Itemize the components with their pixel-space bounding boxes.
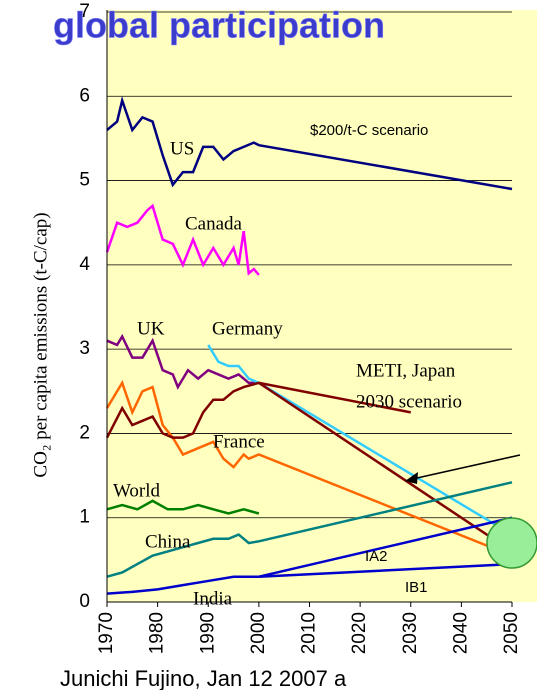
y-tick-label: 5 xyxy=(79,170,90,191)
plot-area xyxy=(107,10,537,602)
chart-title: global participation xyxy=(53,5,385,46)
series-line xyxy=(106,481,513,578)
series-label: Canada xyxy=(185,213,243,234)
x-tick-label: 1980 xyxy=(147,612,168,654)
y-tick-label: 1 xyxy=(79,507,90,528)
x-tick-label: 2020 xyxy=(349,612,370,654)
y-axis-label: CO₂ per capita emissions (t-C/cap) xyxy=(30,212,51,477)
y-tick-label: 2 xyxy=(79,422,90,443)
x-tick-label: 2000 xyxy=(248,612,269,654)
series-line xyxy=(258,562,513,578)
series-label: India xyxy=(193,588,233,609)
series-label: China xyxy=(145,531,191,552)
y-tick-label: 6 xyxy=(79,85,90,106)
series-line xyxy=(105,203,260,276)
x-tick-label: 1990 xyxy=(197,612,218,654)
series-line xyxy=(105,379,513,557)
x-tick-label: 2010 xyxy=(299,612,320,654)
series-line xyxy=(106,499,260,515)
annotation: $200/t-C scenario xyxy=(310,122,428,139)
footer: Junichi Fujino, Jan 12 2007 a xyxy=(60,666,347,690)
annotation: METI, Japan xyxy=(356,360,456,381)
series-label: UK xyxy=(137,318,165,339)
series-line xyxy=(106,333,259,390)
y-tick-label: 0 xyxy=(79,591,90,612)
x-tick-label: 1970 xyxy=(96,612,117,654)
arrow-head xyxy=(405,472,418,484)
x-tick-label: 2050 xyxy=(501,612,522,654)
series-label: IB1 xyxy=(405,579,428,596)
target-circle xyxy=(486,517,537,569)
y-tick-label: 3 xyxy=(79,338,90,359)
series-label: France xyxy=(213,431,265,452)
x-tick-label: 2030 xyxy=(400,612,421,654)
y-tick-label: 7 xyxy=(79,1,90,22)
arrow xyxy=(407,454,521,481)
annotation: 2030 scenario xyxy=(356,391,462,412)
series-label: Germany xyxy=(212,318,283,339)
x-tick-label: 2040 xyxy=(450,612,471,654)
series-line xyxy=(106,96,513,191)
series-label: World xyxy=(113,480,161,501)
series-label: US xyxy=(170,138,194,159)
y-tick-label: 4 xyxy=(79,254,90,275)
series-label: IA2 xyxy=(365,548,388,565)
series-line xyxy=(258,381,411,414)
series-line xyxy=(105,381,513,553)
series-line xyxy=(258,516,513,578)
series-line xyxy=(106,575,259,595)
